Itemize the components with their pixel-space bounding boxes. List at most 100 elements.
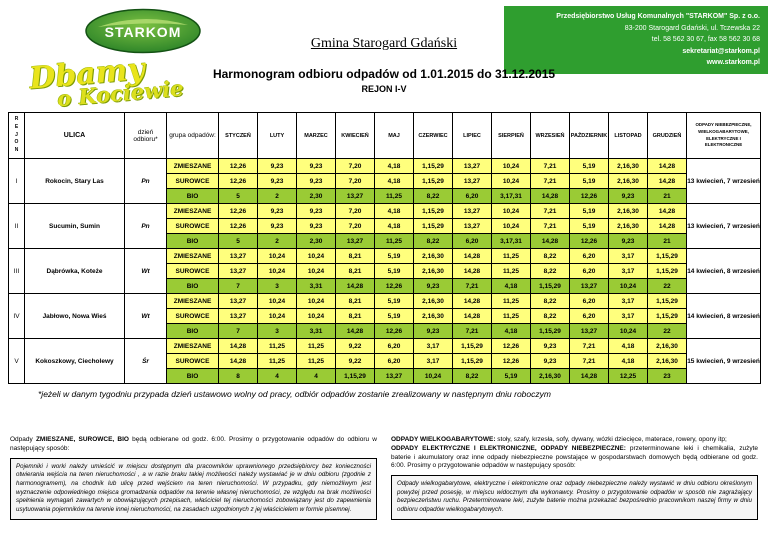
- intro-suffix: będą odbierane od godz. 6:00. Prosimy o …: [10, 436, 377, 452]
- company-name: Przedsiębiorstwo Usług Komunalnych "STAR…: [556, 13, 760, 20]
- pickup-date-cell: 14,28: [452, 263, 492, 279]
- pickup-date-cell: 2,16,30: [413, 308, 453, 324]
- schedule-table-body: I Rokocin, Stary Las Pn ZMIESZANE 12,26 9,23 9…: [8, 158, 761, 384]
- pickup-date-cell: 2,16,30: [413, 293, 453, 309]
- pickup-date-cell: 2: [257, 233, 297, 249]
- pickup-date-cell: 1,15,29: [413, 173, 453, 189]
- pickup-date-cell: 14,28: [218, 353, 258, 369]
- schedule-row: SUROWCE 12,26 9,23 9,23 7,20 4,18 1,15,29 13,27…: [9, 173, 761, 189]
- pickup-date-cell: 1,15,29: [647, 263, 687, 279]
- pickup-date-cell: 14,28: [569, 368, 609, 384]
- pickup-date-cell: 2,16,30: [608, 173, 648, 189]
- waste-group-cell: ZMIESZANE: [166, 203, 219, 219]
- pickup-date-cell: 5,19: [491, 368, 531, 384]
- pickup-date-cell: 14,28: [647, 203, 687, 219]
- header-row: R E J O N ULICA dzień odbioru* grupa odpadó…: [8, 112, 761, 159]
- pickup-date-cell: 10,24: [257, 308, 297, 324]
- pickup-date-cell: 6,20: [569, 248, 609, 264]
- pickup-date-cell: 8,21: [335, 308, 375, 324]
- schedule-row: V Kokoszkowy, Ciecholewy Śr ZMIESZANE 14,28 1…: [8, 338, 761, 384]
- pickup-date-cell: 9,23: [296, 203, 336, 219]
- pickup-date-cell: 11,25: [491, 308, 531, 324]
- waste-group-cell: SUROWCE: [166, 263, 219, 279]
- pickup-date-cell: 14,28: [218, 338, 258, 354]
- pickup-date-cell: 9,23: [413, 278, 453, 294]
- pickup-date-cell: 6,20: [569, 293, 609, 309]
- pickup-day-cell: Śr: [124, 338, 167, 384]
- company-phone: tel. 58 562 30 67, fax 58 562 30 68: [651, 36, 760, 44]
- pickup-date-cell: 8,22: [452, 368, 492, 384]
- pickup-date-cell: 7,21: [530, 158, 570, 174]
- pickup-date-cell: 10,24: [257, 293, 297, 309]
- pickup-date-cell: 2,16,30: [608, 218, 648, 234]
- company-address: 83-200 Starogard Gdański, ul. Tczewska 2…: [624, 24, 760, 32]
- pickup-date-cell: 4,18: [491, 278, 531, 294]
- pickup-date-cell: 7: [218, 278, 258, 294]
- waste-group-cell: BIO: [166, 233, 219, 249]
- waste-group-cell: ZMIESZANE: [166, 158, 219, 174]
- schedule-row: IV Jabłowo, Nowa Wieś Wt ZMIESZANE 13,27 10,2…: [8, 293, 761, 339]
- pickup-date-cell: 8,22: [413, 188, 453, 204]
- pickup-date-cell: 2,16,30: [413, 248, 453, 264]
- pickup-date-cell: 12,26: [491, 353, 531, 369]
- pickup-date-cell: 12,26: [569, 188, 609, 204]
- pickup-date-cell: 5,19: [569, 203, 609, 219]
- pickup-date-cell: 7,21: [452, 323, 492, 339]
- pickup-day-cell: Pn: [124, 158, 167, 204]
- pickup-date-cell: 13,27: [218, 263, 258, 279]
- pickup-date-cell: 3,17: [608, 263, 648, 279]
- col-header-month: SIERPIEŃ: [491, 112, 531, 159]
- pickup-date-cell: 4,18: [608, 353, 648, 369]
- pickup-date-cell: 14,28: [647, 218, 687, 234]
- pickup-date-cell: 23: [647, 368, 687, 384]
- pickup-date-cell: 13,27: [218, 308, 258, 324]
- pickup-date-cell: 8,22: [530, 308, 570, 324]
- pickup-date-cell: 7,20: [335, 203, 375, 219]
- schedule-row: BIO 5 2 2,30 13,27 11,25 8,22 6,20 3,17,31 14,28 1…: [9, 188, 761, 204]
- pickup-date-cell: 14,28: [530, 188, 570, 204]
- street-cell: Jabłowo, Nowa Wieś: [24, 293, 125, 339]
- pickup-date-cell: 13,27: [218, 293, 258, 309]
- waste-group-cell: SUROWCE: [166, 218, 219, 234]
- pickup-date-cell: 5,19: [374, 293, 414, 309]
- pickup-date-cell: 7,21: [530, 203, 570, 219]
- waste-group-cell: BIO: [166, 323, 219, 339]
- bulky-text: stoły, szafy, krzesła, sofy, dywany, wóz…: [495, 436, 727, 443]
- col-header-month: WRZESIEŃ: [530, 112, 570, 159]
- pickup-date-cell: 9,23: [413, 323, 453, 339]
- pickup-date-cell: 1,15,29: [647, 293, 687, 309]
- col-header-month: MARZEC: [296, 112, 336, 159]
- company-website: www.starkom.pl: [706, 59, 760, 67]
- pickup-date-cell: 14,28: [452, 248, 492, 264]
- pickup-date-cell: 11,25: [257, 338, 297, 354]
- pickup-date-cell: 8: [218, 368, 258, 384]
- pickup-date-cell: 3,17: [413, 338, 453, 354]
- pickup-date-cell: 9,23: [257, 218, 297, 234]
- pickup-date-cell: 4,18: [374, 203, 414, 219]
- pickup-date-cell: 9,23: [608, 188, 648, 204]
- waste-group-cell: SUROWCE: [166, 173, 219, 189]
- schedule-row: BIO 7 3 3,31 14,28 12,26 9,23 7,21 4,18 1,15,29 13…: [9, 278, 761, 294]
- pickup-date-cell: 14,28: [335, 278, 375, 294]
- pickup-date-cell: 10,24: [296, 308, 336, 324]
- bulky-label: ODPADY WIELKOGABARYTOWE:: [391, 436, 496, 443]
- pickup-date-cell: 7: [218, 323, 258, 339]
- waste-group-cell: BIO: [166, 278, 219, 294]
- footer: Odpady ZMIESZANE, SUROWCE, BIO będą odbi…: [10, 436, 758, 520]
- pickup-date-cell: 2,30: [296, 188, 336, 204]
- waste-group-cell: ZMIESZANE: [166, 248, 219, 264]
- col-header-month: LISTOPAD: [608, 112, 648, 159]
- pickup-date-cell: 1,15,29: [413, 158, 453, 174]
- pickup-date-cell: 6,20: [569, 308, 609, 324]
- slogan: Dbamy o Kociewie: [28, 52, 185, 111]
- col-header-month: PAŹDZIERNIK: [569, 112, 609, 159]
- region-id-cell: I: [8, 158, 25, 204]
- pickup-date-cell: 3: [257, 278, 297, 294]
- waste-group-cell: SUROWCE: [166, 308, 219, 324]
- intro-bold: ZMIESZANE, SUROWCE, BIO: [35, 436, 129, 443]
- pickup-date-cell: 8,21: [335, 248, 375, 264]
- page-title: Harmonogram odbioru odpadów od 1.01.2015…: [212, 67, 556, 81]
- pickup-date-cell: 1,15,29: [413, 218, 453, 234]
- pickup-date-cell: 11,25: [374, 233, 414, 249]
